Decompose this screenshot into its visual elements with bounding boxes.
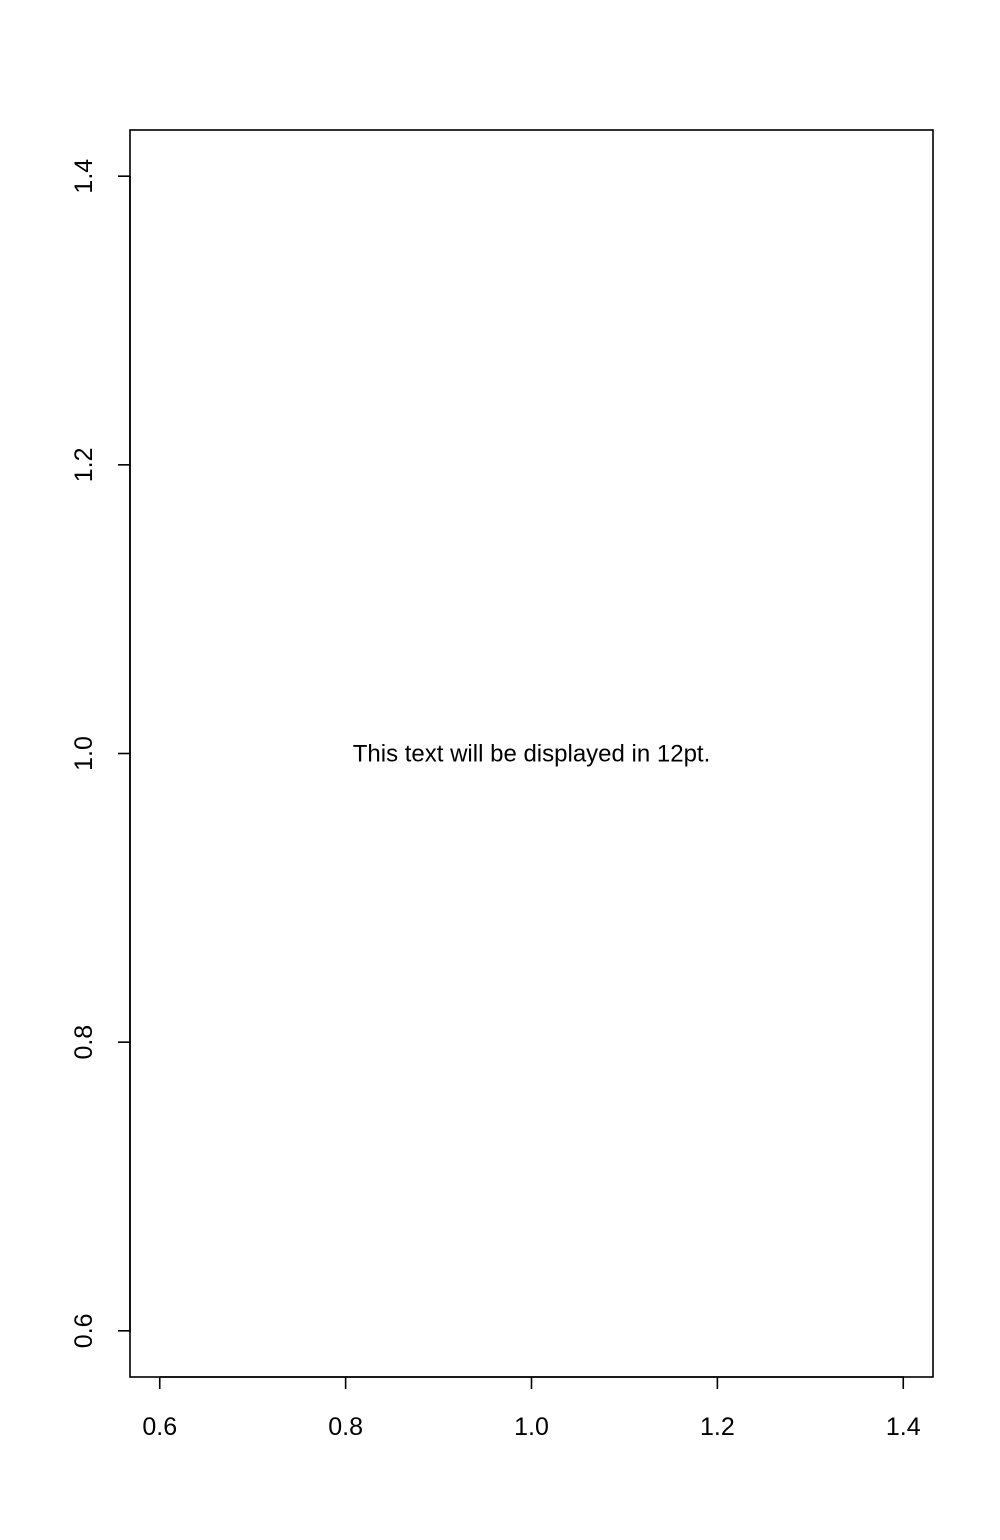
y-tick-label: 1.2 bbox=[70, 447, 98, 482]
x-tick-label: 1.0 bbox=[514, 1413, 549, 1441]
y-tick-label: 0.8 bbox=[70, 1025, 98, 1060]
y-tick-label: 1.4 bbox=[70, 159, 98, 194]
x-tick-label: 0.8 bbox=[328, 1413, 363, 1441]
x-tick-label: 0.6 bbox=[142, 1413, 177, 1441]
x-ticks: 0.6 0.8 1.0 1.2 1.4 bbox=[142, 1377, 921, 1441]
y-tick-label: 0.6 bbox=[70, 1313, 98, 1348]
y-tick-label: 1.0 bbox=[70, 736, 98, 771]
annotations: This text will be displayed in 12pt. bbox=[353, 741, 711, 768]
x-tick-label: 1.2 bbox=[700, 1413, 735, 1441]
y-ticks: 0.6 0.8 1.0 1.2 1.4 bbox=[70, 159, 130, 1348]
x-tick-label: 1.4 bbox=[886, 1413, 921, 1441]
annotation-text: This text will be displayed in 12pt. bbox=[353, 741, 711, 768]
